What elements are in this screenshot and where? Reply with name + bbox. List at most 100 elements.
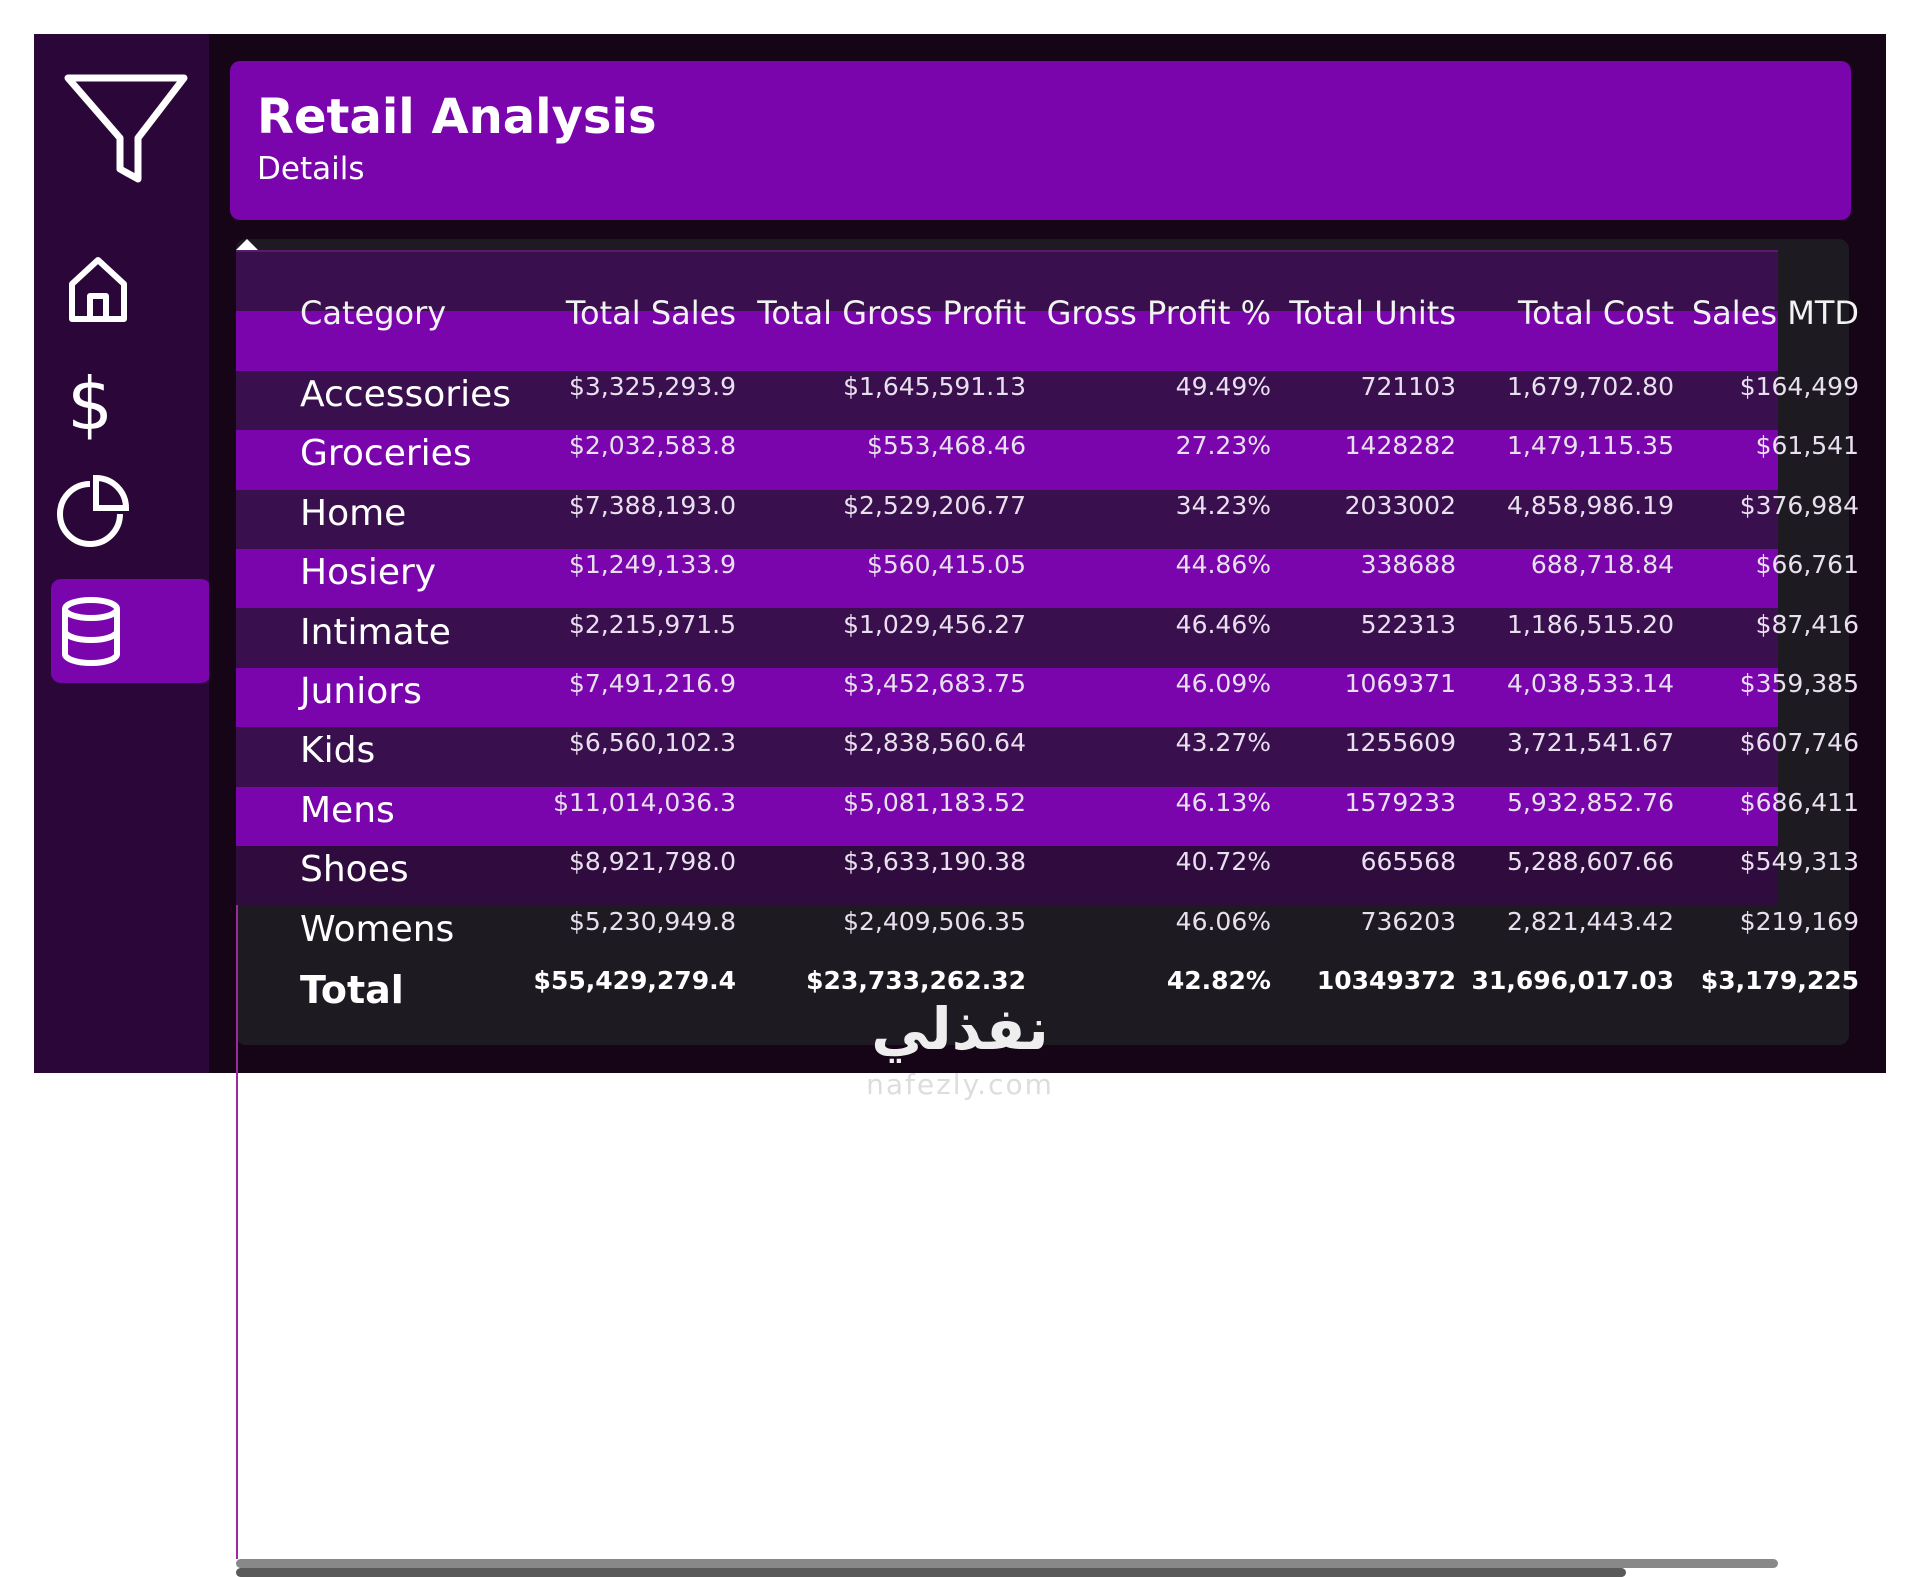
- value-cell: 5,288,607.66: [1507, 847, 1674, 877]
- value-cell: $23,733,262.32: [806, 966, 1026, 995]
- category-cell[interactable]: Womens: [300, 908, 455, 950]
- sidebar: $: [34, 34, 211, 1073]
- column-header[interactable]: Total Sales: [565, 294, 736, 332]
- home-icon[interactable]: [69, 257, 127, 322]
- pie-icon[interactable]: [57, 474, 130, 547]
- sort-indicator: [236, 239, 258, 250]
- category-cell[interactable]: Juniors: [300, 671, 422, 712]
- scrollbar-track: [236, 1558, 1778, 1568]
- value-cell: $5,230,949.8: [569, 906, 736, 936]
- value-cell: $549,313: [1739, 847, 1859, 877]
- value-cell: 44.86%: [1175, 550, 1271, 580]
- value-cell: 721103: [1360, 372, 1456, 401]
- value-cell: $87,416: [1755, 609, 1859, 639]
- value-cell: $1,645,591.13: [843, 372, 1026, 401]
- value-cell: $164,499: [1739, 372, 1859, 401]
- table-row: [236, 489, 1778, 549]
- watermark-arabic: نفذلي: [871, 995, 1049, 1063]
- category-cell[interactable]: Mens: [300, 789, 395, 831]
- value-cell: $7,491,216.9: [569, 669, 736, 698]
- value-cell: 665568: [1360, 847, 1456, 877]
- value-cell: 1428282: [1344, 431, 1456, 461]
- table-row: [236, 608, 1778, 668]
- category-cell[interactable]: Shoes: [300, 849, 409, 891]
- total-row: [236, 845, 1778, 906]
- value-cell: $686,411: [1739, 787, 1859, 817]
- column-header[interactable]: Total Units: [1289, 294, 1456, 332]
- table-row: [236, 667, 1778, 728]
- title: Retail Analysis: [257, 89, 657, 145]
- value-cell: 43.27%: [1175, 728, 1271, 758]
- scrollbar-thumb[interactable]: [236, 1567, 1626, 1577]
- table-row: [236, 252, 1778, 312]
- value-cell: $2,838,560.64: [843, 728, 1026, 758]
- active-nav[interactable]: [51, 579, 211, 683]
- value-cell: $11,014,036.3: [553, 787, 736, 817]
- value-cell: $3,633,190.38: [843, 847, 1026, 877]
- value-cell: $2,529,206.77: [843, 490, 1026, 520]
- value-cell: 40.72%: [1175, 847, 1271, 877]
- value-cell: $1,029,456.27: [843, 609, 1026, 639]
- value-cell: $7,388,193.0: [569, 490, 736, 520]
- value-cell: 1,479,115.35: [1507, 431, 1674, 461]
- table-row: [236, 370, 1778, 431]
- column-header[interactable]: Sales MTD: [1691, 294, 1859, 332]
- column-header[interactable]: Total Gross Profit: [757, 294, 1026, 332]
- value-cell: $3,325,293.9: [569, 372, 736, 401]
- value-cell: 1579233: [1344, 787, 1456, 817]
- category-cell[interactable]: Accessories: [300, 374, 511, 415]
- value-cell: $8,921,798.0: [569, 847, 736, 877]
- table-row: [236, 430, 1778, 490]
- value-cell: 5,932,852.76: [1507, 787, 1674, 817]
- subtitle: Details: [257, 151, 365, 187]
- value-cell: 27.23%: [1175, 431, 1271, 461]
- column-header[interactable]: Gross Profit %: [1046, 294, 1271, 332]
- filter-icon[interactable]: [64, 74, 188, 183]
- table-row: [236, 727, 1778, 787]
- column-header[interactable]: Total Cost: [1517, 294, 1674, 332]
- category-cell[interactable]: Intimate: [300, 611, 451, 653]
- data-icon[interactable]: [62, 597, 120, 666]
- value-cell: 1,186,515.20: [1507, 609, 1674, 639]
- header-divider: [236, 250, 1778, 252]
- value-cell: $61,541: [1755, 431, 1859, 461]
- watermark-latin: nafezly.com: [866, 1068, 1054, 1101]
- value-cell: $6,560,102.3: [569, 728, 736, 758]
- table-row: [236, 311, 1778, 371]
- value-cell: $2,409,506.35: [843, 906, 1026, 936]
- finance-icon[interactable]: $: [67, 362, 113, 446]
- category-cell[interactable]: Hosiery: [300, 552, 437, 594]
- nav-icons: $: [51, 74, 211, 683]
- value-cell: 2033002: [1344, 490, 1456, 520]
- header: Retail Analysis Details: [230, 61, 1851, 220]
- value-cell: 1069371: [1344, 669, 1456, 698]
- value-cell: 31,696,017.03: [1471, 966, 1674, 995]
- value-cell: $55,429,279.4: [533, 966, 736, 995]
- value-cell: 46.06%: [1175, 906, 1271, 936]
- value-cell: 522313: [1360, 609, 1456, 639]
- value-cell: $560,415.05: [866, 550, 1026, 580]
- value-cell: 1,679,702.80: [1507, 372, 1674, 401]
- value-cell: $219,169: [1739, 906, 1859, 936]
- value-cell: 736203: [1360, 906, 1456, 936]
- value-cell: 46.46%: [1175, 609, 1271, 639]
- value-cell: $66,761: [1755, 550, 1859, 580]
- value-cell: $5,081,183.52: [843, 787, 1026, 817]
- category-cell[interactable]: Kids: [300, 730, 376, 772]
- value-cell: 10349372: [1316, 966, 1456, 995]
- value-cell: 42.82%: [1166, 966, 1271, 995]
- category-cell: Total: [300, 968, 404, 1012]
- value-cell: $3,179,225: [1700, 966, 1859, 995]
- column-header[interactable]: Category: [300, 294, 447, 332]
- value-cell: $376,984: [1739, 490, 1859, 520]
- value-cell: $359,385: [1739, 669, 1859, 698]
- value-cell: $3,452,683.75: [843, 669, 1026, 698]
- value-cell: 2,821,443.42: [1507, 906, 1674, 936]
- value-cell: 338688: [1360, 550, 1456, 580]
- category-cell[interactable]: Groceries: [300, 433, 472, 475]
- value-cell: 34.23%: [1175, 490, 1271, 520]
- category-cell[interactable]: Home: [300, 492, 407, 534]
- app-frame: $ Retail Analysis Details Category Total …: [34, 34, 1886, 1577]
- column-divider: [236, 905, 238, 1559]
- value-cell: $607,746: [1739, 728, 1859, 758]
